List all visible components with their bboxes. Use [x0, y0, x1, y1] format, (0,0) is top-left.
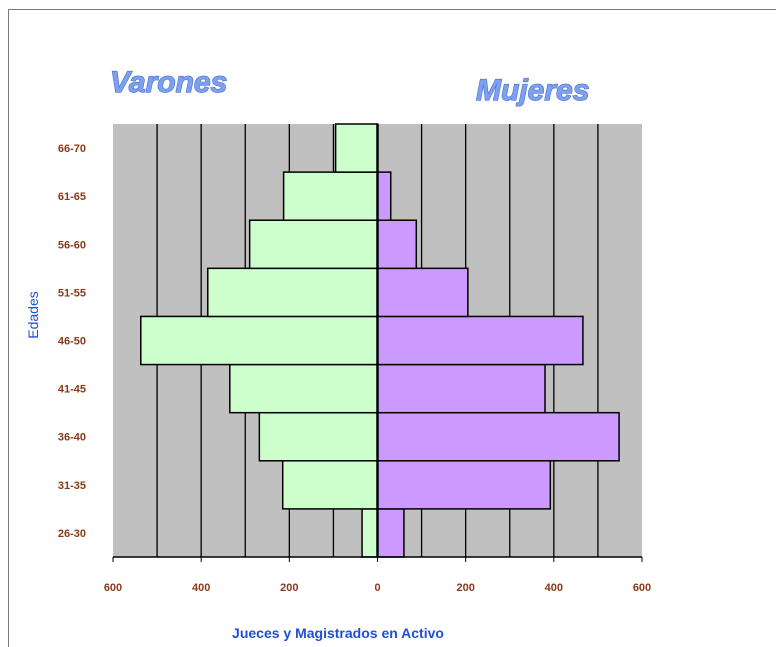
bar-varones-41-45	[229, 363, 379, 414]
category-label-66-70: 66-70	[58, 143, 86, 155]
y-axis-label: Edades	[25, 291, 41, 338]
bar-mujeres-26-30	[376, 508, 405, 558]
bar-mujeres-41-45	[376, 363, 546, 414]
bar-mujeres-56-60	[376, 219, 418, 270]
bar-mujeres-36-40	[376, 411, 620, 462]
bar-varones-36-40	[258, 411, 379, 462]
x-tick-label: 200	[456, 582, 474, 594]
bar-mujeres-61-65	[376, 171, 392, 221]
x-tick-label: 400	[545, 582, 563, 594]
bar-varones-66-70	[334, 123, 379, 173]
bar-varones-51-55	[207, 267, 379, 318]
category-label-26-30: 26-30	[58, 528, 86, 540]
x-tick-label: 200	[280, 582, 298, 594]
bar-varones-56-60	[248, 219, 379, 270]
category-label-31-35: 31-35	[58, 480, 86, 492]
bar-mujeres-31-35	[376, 460, 552, 510]
bar-varones-31-35	[281, 460, 379, 510]
x-tick-label: 400	[192, 582, 210, 594]
category-label-51-55: 51-55	[58, 287, 86, 299]
category-label-56-60: 56-60	[58, 239, 86, 251]
frame-left-border	[8, 9, 9, 647]
bar-varones-46-50	[140, 315, 379, 366]
x-tick-labels: 600 400 200 0 200 400 600	[104, 582, 651, 594]
category-label-61-65: 61-65	[58, 191, 86, 203]
x-tick-label: 600	[104, 582, 122, 594]
x-axis-label: Jueces y Magistrados en Activo	[232, 625, 444, 641]
frame-top-border	[8, 9, 776, 10]
bar-varones-61-65	[282, 171, 379, 221]
bar-mujeres-46-50	[376, 315, 584, 366]
category-labels: 26-30 31-35 36-40 41-45 46-50 51-55 56-60 61-65…	[58, 143, 86, 540]
bars	[140, 123, 620, 558]
x-tick-label: 0	[374, 582, 380, 594]
bar-mujeres-51-55	[376, 267, 469, 318]
series-title-mujeres: Mujeres	[476, 74, 589, 107]
bar-varones-26-30	[361, 508, 379, 558]
series-title-varones: Varones	[110, 66, 227, 99]
category-label-36-40: 36-40	[58, 432, 86, 444]
category-label-46-50: 46-50	[58, 336, 86, 348]
x-tick-label: 600	[633, 582, 651, 594]
category-label-41-45: 41-45	[58, 384, 86, 396]
axes	[112, 124, 643, 562]
